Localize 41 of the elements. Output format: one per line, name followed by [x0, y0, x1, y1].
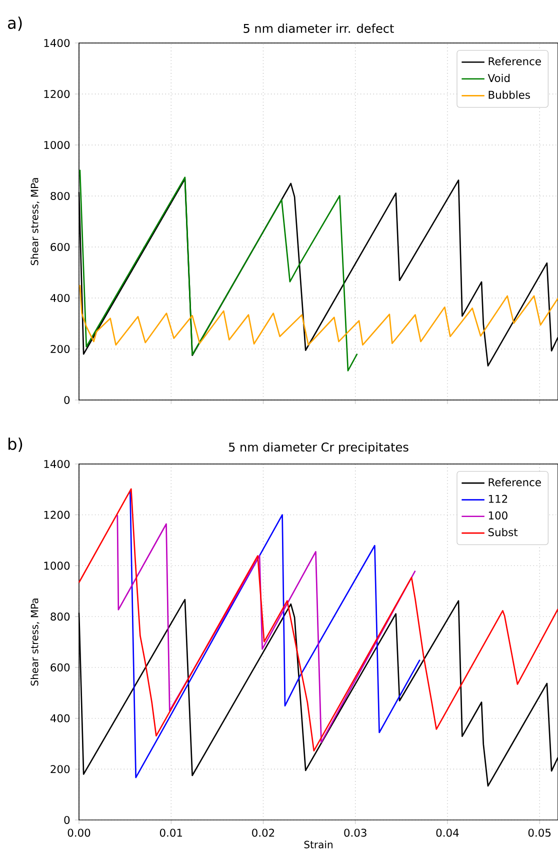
x-tick-label: 0.00 [68, 828, 90, 837]
legend-label: Reference [488, 57, 541, 66]
y-tick-label: 1000 [44, 562, 70, 570]
legend-label: Subst [488, 528, 518, 536]
legend-label: 100 [488, 511, 508, 520]
x-tick-label: 0.01 [160, 828, 182, 837]
line-series [78, 488, 558, 752]
x-axis-title: Strain [304, 840, 332, 848]
y-tick-label: 200 [50, 344, 70, 354]
y-tick-label: 0 [64, 816, 70, 824]
y-axis-title: Shear stress, MPa [30, 178, 40, 266]
y-tick-label: 400 [50, 294, 70, 302]
x-tick-label: 0.03 [344, 828, 366, 837]
line-series [79, 284, 558, 346]
x-tick-label: 0.02 [252, 828, 274, 837]
legend-label: 112 [488, 494, 508, 503]
legend-label: Bubbles [488, 90, 530, 99]
chart-title: 5 nm diameter Cr precipitates [228, 442, 408, 454]
y-tick-label: 1000 [44, 140, 70, 150]
x-tick-label: 0.05 [528, 828, 551, 837]
legend-label: Reference [488, 478, 541, 486]
x-tick-label: 0.04 [436, 828, 459, 837]
y-tick-label: 400 [50, 714, 70, 722]
y-tick-label: 200 [50, 765, 70, 774]
text: b) [8, 438, 22, 452]
y-axis-title: Shear stress, MPa [30, 598, 40, 686]
y-tick-label: 600 [50, 242, 70, 252]
y-tick-label: 800 [50, 192, 70, 200]
line-series [79, 169, 358, 372]
y-tick-label: 800 [50, 612, 70, 621]
y-tick-label: 1200 [44, 510, 70, 519]
y-tick-label: 0 [64, 396, 70, 404]
chart-title: 5 nm diameter irr. defect [244, 24, 394, 33]
line-series [116, 514, 416, 744]
y-tick-label: 1400 [44, 460, 70, 468]
legend-label: Void [488, 74, 510, 82]
y-tick-label: 1200 [44, 90, 70, 98]
line-series [129, 490, 420, 778]
y-tick-label: 600 [50, 663, 70, 672]
y-tick-label: 1400 [44, 38, 70, 48]
text: a) [8, 16, 22, 31]
